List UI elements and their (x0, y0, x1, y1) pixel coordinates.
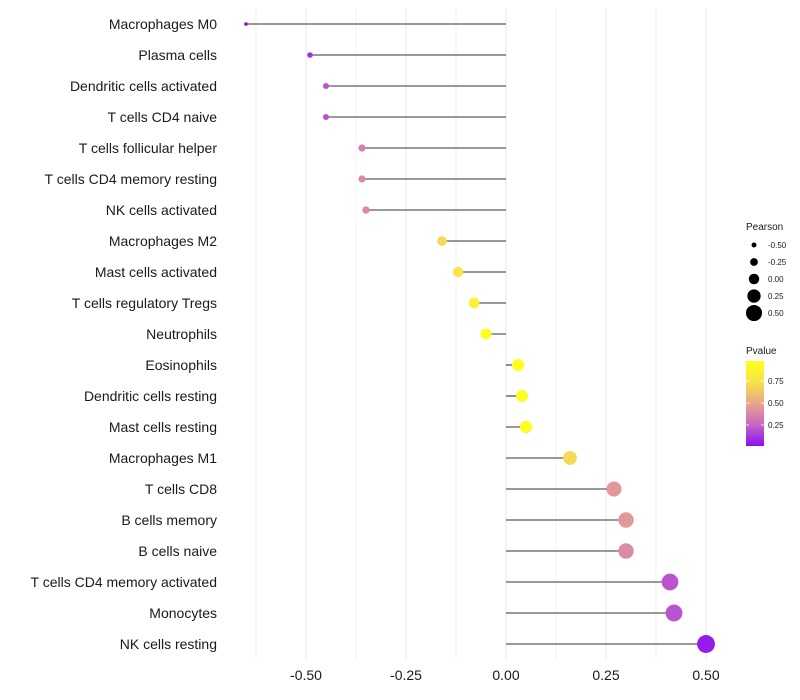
category-labels: Macrophages M0 Plasma cells Dendritic cell… (31, 16, 218, 652)
size-legend-label: -0.50 (768, 241, 787, 250)
category-label: T cells regulatory Tregs (72, 295, 217, 311)
category-label: Mast cells activated (95, 264, 217, 280)
pvalue-colorbar (746, 361, 764, 446)
x-tick-label: 0.25 (592, 667, 619, 683)
size-legend-label: -0.25 (768, 258, 787, 267)
x-axis-ticks: -0.50 -0.25 0.00 0.25 0.50 (290, 667, 720, 683)
lollipop-point (322, 82, 330, 90)
size-legend-dot (747, 289, 761, 303)
lollipop-point (606, 481, 622, 497)
x-tick-label: 0.50 (692, 667, 719, 683)
category-label: Mast cells resting (109, 419, 217, 435)
size-legend-label: 0.25 (768, 292, 784, 301)
lollipop-point (697, 635, 715, 653)
x-tick-label: -0.25 (390, 667, 422, 683)
category-label: Macrophages M1 (109, 450, 217, 466)
category-label: Dendritic cells activated (70, 78, 217, 94)
category-label: Macrophages M0 (109, 16, 217, 32)
size-legend-label: 0.00 (768, 275, 784, 284)
lollipop-point (618, 512, 634, 528)
lollipop-point (358, 175, 366, 183)
lollipop-point (452, 266, 464, 278)
size-legend-dot (745, 304, 763, 322)
points (244, 22, 715, 653)
lollipop-point (468, 297, 480, 309)
lollipop-point (307, 52, 313, 58)
size-legend-label: 0.50 (768, 309, 784, 318)
lollipop-point (358, 144, 366, 152)
category-label: NK cells activated (106, 202, 217, 218)
category-label: Macrophages M2 (109, 233, 217, 249)
category-label: T cells CD4 memory activated (31, 574, 217, 590)
category-label: Dendritic cells resting (84, 388, 217, 404)
lollipop-point (519, 420, 533, 434)
stems (246, 23, 706, 645)
color-legend-title: Pvalue (746, 346, 777, 357)
size-legend-title: Pearson (746, 222, 783, 233)
category-label: Eosinophils (145, 357, 217, 373)
category-label: Plasma cells (138, 47, 217, 63)
category-label: B cells memory (121, 512, 217, 528)
x-tick-label: 0.00 (492, 667, 519, 683)
colorbar-tick-label: 0.75 (768, 377, 784, 386)
lollipop-point (661, 573, 679, 591)
size-legend-dot (750, 258, 758, 266)
size-legend-dot (748, 273, 760, 285)
category-label: T cells CD4 memory resting (45, 171, 217, 187)
legend: Pearson -0.50 -0.25 0.00 0.25 0.50 Pvalue 0.… (745, 222, 787, 446)
colorbar-tick-label: 0.50 (768, 399, 784, 408)
category-label: Neutrophils (146, 326, 217, 342)
category-label: T cells CD4 naive (108, 109, 218, 125)
lollipop-point (362, 206, 370, 214)
category-label: B cells naive (138, 543, 217, 559)
category-label: T cells CD8 (145, 481, 217, 497)
lollipop-point (480, 328, 492, 340)
lollipop-point (515, 389, 529, 403)
lollipop-point (244, 22, 248, 26)
size-legend-items: -0.50 -0.25 0.00 0.25 0.50 (745, 241, 787, 322)
colorbar-tick-label: 0.25 (768, 421, 784, 430)
lollipop-point (322, 113, 330, 121)
x-tick-label: -0.50 (290, 667, 322, 683)
lollipop-point (511, 358, 525, 372)
lollipop-point (665, 604, 683, 622)
category-label: NK cells resting (120, 636, 217, 652)
size-legend-dot (751, 242, 757, 248)
lollipop-point (618, 543, 634, 559)
category-label: T cells follicular helper (79, 140, 218, 156)
category-label: Monocytes (149, 605, 217, 621)
lollipop-point (437, 236, 447, 246)
colorbar-ticks: 0.25 0.50 0.75 (746, 377, 784, 430)
lollipop-point (563, 451, 577, 465)
